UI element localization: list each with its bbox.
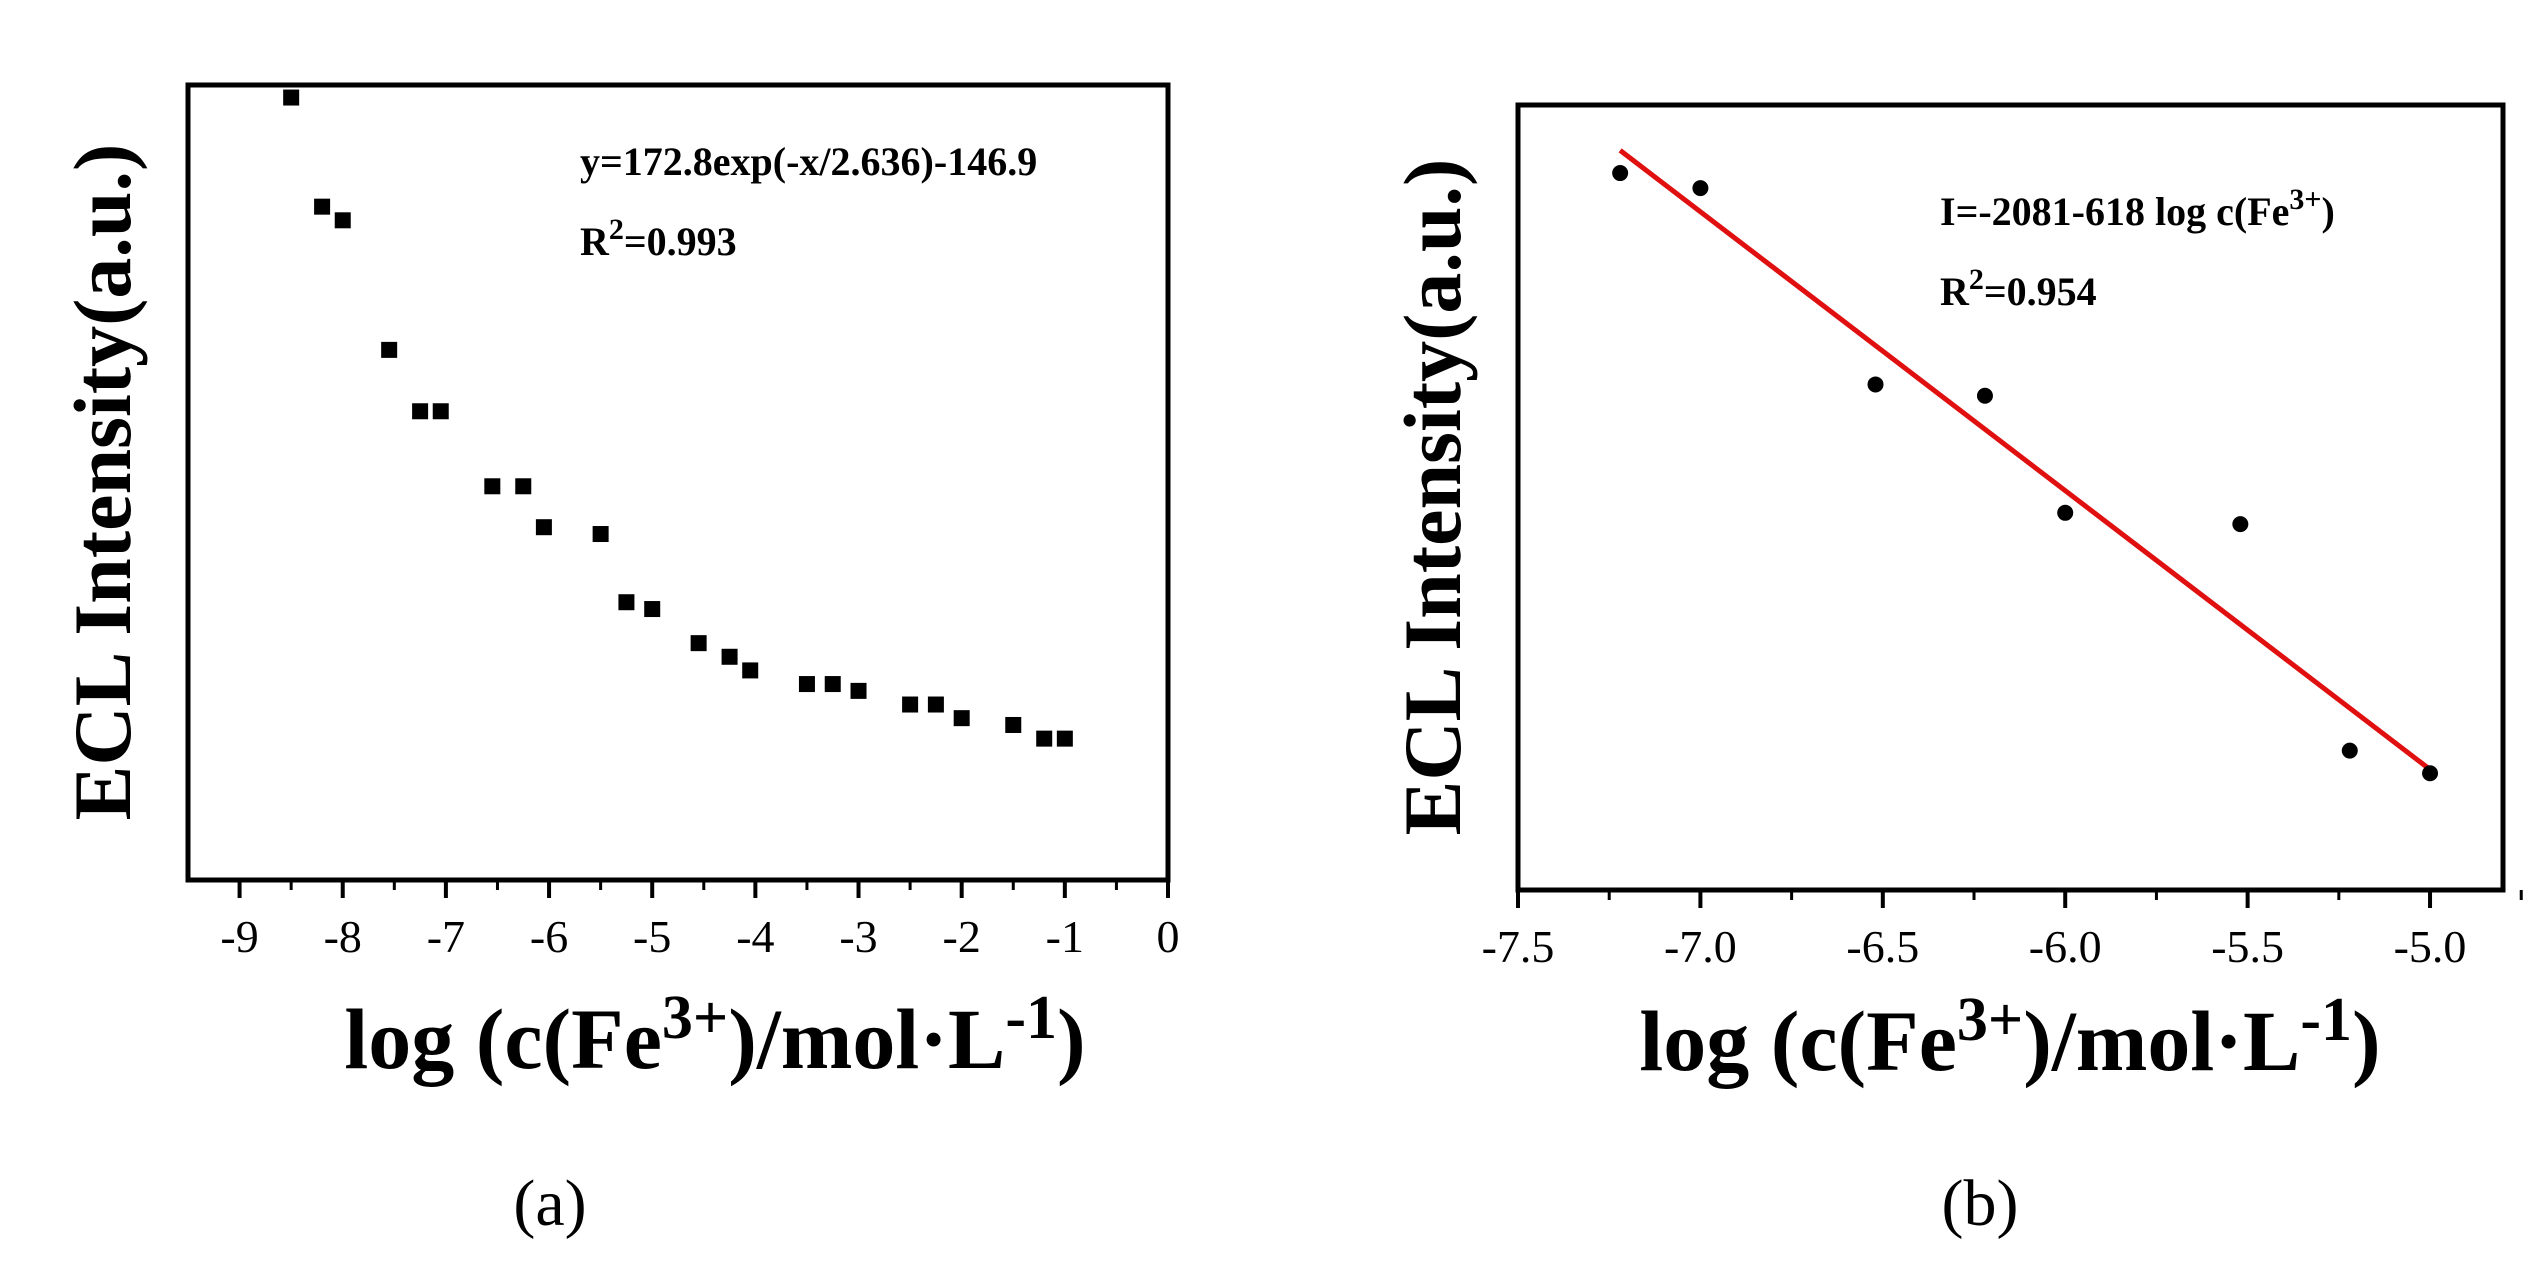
x-tick-label: -7	[427, 911, 465, 962]
data-points-b	[1612, 165, 2439, 782]
x-tick-label: -7.0	[1664, 921, 1737, 972]
x-tick-label: -6.5	[1846, 921, 1919, 972]
plot-frame-a	[185, 82, 1171, 883]
data-point	[953, 710, 970, 727]
data-point	[1005, 716, 1022, 733]
x-axis-label-a: log (c(Fe3+)/mol·L-1)	[344, 984, 1085, 1087]
x-axis-b: -7.5 -7.0 -6.5 -6.0 -5.5 -5.0	[1482, 890, 2523, 972]
data-point	[432, 403, 449, 420]
x-tick-label: -2	[943, 911, 981, 962]
x-tick-label: 0	[1157, 911, 1180, 962]
chart-panel-a: -9 -8 -7 -6 -5 -4 -3 -2 -1 0 y=172.8exp(-x/2.636)…	[57, 82, 1180, 1240]
data-point	[644, 601, 661, 618]
x-tick-label: -4	[736, 911, 774, 962]
data-point	[1036, 730, 1053, 747]
data-point	[927, 696, 944, 713]
data-point	[1056, 730, 1073, 747]
data-point	[484, 478, 501, 495]
panel-label-a: (a)	[513, 1167, 586, 1240]
equation-b: I=-2081-618 log c(Fe3+)	[1940, 183, 2335, 234]
y-axis-label-a: ECL Intensity(a.u.)	[57, 144, 148, 821]
x-tick-label: -5.0	[2394, 921, 2467, 972]
data-point	[1976, 387, 1993, 404]
plot-frame-b	[1515, 102, 2506, 893]
data-point	[850, 682, 867, 699]
data-point	[618, 594, 635, 611]
data-point	[824, 676, 841, 693]
chart-panel-b: -7.5 -7.0 -6.5 -6.0 -5.5 -5.0 I=-2081-618 log…	[1387, 102, 2523, 1240]
data-point	[381, 341, 398, 358]
panel-label-b: (b)	[1942, 1167, 2019, 1240]
x-tick-label: -3	[839, 911, 877, 962]
data-point	[902, 696, 919, 713]
x-tick-label: -6	[530, 911, 568, 962]
data-point	[283, 89, 300, 106]
data-point	[2232, 516, 2249, 533]
data-point	[1612, 165, 1629, 182]
fit-line-b	[1618, 148, 2432, 772]
data-point	[690, 635, 707, 652]
x-tick-label: -7.5	[1482, 921, 1555, 972]
r-squared-b: R2=0.954	[1940, 263, 2097, 314]
r-squared-a: R2=0.993	[580, 213, 737, 264]
data-point	[2422, 765, 2439, 782]
x-tick-label: -6.0	[2029, 921, 2102, 972]
data-point	[515, 478, 532, 495]
data-point	[2057, 504, 2074, 521]
data-point	[2341, 742, 2358, 759]
data-points-a	[283, 89, 1073, 747]
data-point	[535, 519, 552, 536]
data-point	[798, 676, 815, 693]
equation-a: y=172.8exp(-x/2.636)-146.9	[580, 139, 1037, 184]
data-point	[742, 662, 759, 679]
data-point	[721, 648, 738, 665]
x-tick-label: -9	[220, 911, 258, 962]
data-point	[334, 212, 351, 229]
data-point	[592, 526, 609, 543]
x-tick-label: -1	[1046, 911, 1084, 962]
x-axis-a: -9 -8 -7 -6 -5 -4 -3 -2 -1 0	[220, 880, 1180, 962]
data-point	[412, 403, 429, 420]
data-point	[1692, 180, 1709, 197]
data-point	[1867, 376, 1884, 393]
data-point	[314, 198, 331, 215]
x-tick-label: -8	[324, 911, 362, 962]
y-axis-label-b: ECL Intensity(a.u.)	[1387, 159, 1478, 836]
x-axis-label-b: log (c(Fe3+)/mol·L-1)	[1639, 986, 2380, 1089]
x-tick-label: -5	[633, 911, 671, 962]
x-tick-label: -5.5	[2211, 921, 2284, 972]
